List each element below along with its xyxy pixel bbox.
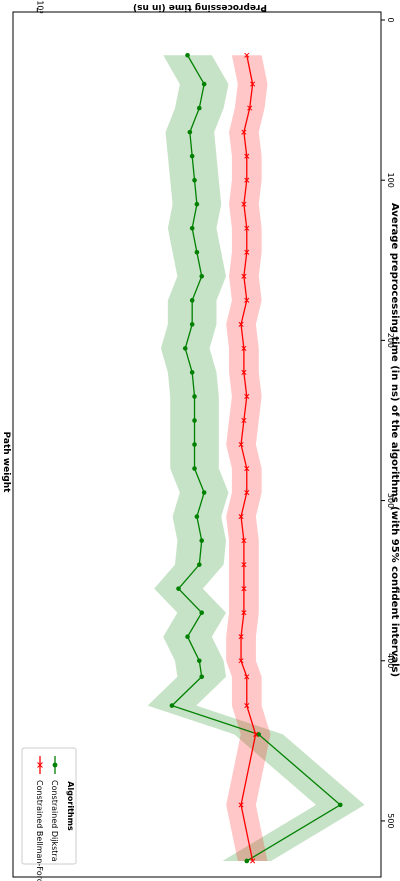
data-point-dijkstra [199, 274, 205, 279]
data-point-dijkstra [201, 81, 207, 87]
data-point-bellman-ford [241, 562, 247, 568]
data-point-bellman-ford [241, 345, 247, 351]
data-point-bellman-ford [244, 225, 250, 231]
data-point-bellman-ford [238, 634, 244, 640]
data-point-dijkstra [199, 538, 205, 543]
data-point-bellman-ford [244, 297, 250, 303]
data-point-bellman-ford [241, 273, 247, 279]
data-point-bellman-ford [250, 81, 256, 87]
data-point-dijkstra [256, 732, 261, 737]
data-point-dijkstra [192, 418, 197, 423]
data-point-bellman-ford [244, 674, 250, 680]
data-point-bellman-ford [244, 52, 250, 58]
data-point-dijkstra [337, 802, 343, 808]
data-point-bellman-ford [244, 177, 250, 183]
data-point-dijkstra [201, 490, 207, 495]
data-point-dijkstra [199, 610, 205, 615]
data-point-dijkstra [189, 370, 195, 375]
data-point-bellman-ford [244, 703, 250, 709]
data-point-dijkstra [196, 562, 202, 567]
data-point-bellman-ford [241, 538, 247, 544]
y-tick-label: 10³ [35, 0, 44, 13]
data-point-dijkstra [189, 322, 195, 327]
data-point-bellman-ford [238, 658, 244, 664]
y-axis-label: Preprocessing time (in ns) [133, 2, 267, 12]
data-point-bellman-ford [238, 321, 244, 327]
data-point-bellman-ford [241, 369, 247, 375]
data-point-bellman-ford [241, 201, 247, 207]
data-point-bellman-ford [238, 514, 244, 520]
data-point-dijkstra [192, 177, 197, 183]
data-point-dijkstra [244, 858, 250, 864]
data-point-dijkstra [187, 129, 193, 135]
data-point-dijkstra [192, 466, 197, 471]
data-point-dijkstra [194, 201, 200, 207]
data-point-bellman-ford [244, 490, 250, 496]
ci-band-dijkstra [147, 55, 365, 861]
legend-label-bellman-ford: Constrained Bellman-Ford [35, 780, 44, 881]
data-point-bellman-ford [241, 129, 247, 135]
data-point-dijkstra [185, 52, 190, 58]
data-point-dijkstra [192, 442, 197, 447]
data-point-bellman-ford [250, 858, 256, 864]
data-point-dijkstra [192, 394, 197, 399]
legend-marker-x [37, 762, 43, 768]
data-point-bellman-ford [241, 417, 247, 424]
data-point-dijkstra [194, 514, 200, 519]
data-point-dijkstra [189, 225, 195, 231]
data-point-bellman-ford [241, 610, 247, 616]
data-point-bellman-ford [253, 731, 259, 737]
data-point-bellman-ford [244, 153, 250, 159]
data-point-bellman-ford [238, 441, 244, 448]
data-point-dijkstra [189, 298, 195, 303]
data-point-dijkstra [182, 346, 188, 351]
x-tick-label: 100 [386, 173, 395, 188]
data-point-dijkstra [169, 703, 175, 708]
x-tick-label: 200 [386, 333, 395, 348]
ci-band-bellman-ford [226, 55, 271, 861]
data-point-bellman-ford [238, 802, 244, 808]
x-tick-label: 0 [386, 17, 395, 22]
data-point-bellman-ford [247, 105, 253, 111]
data-point-bellman-ford [244, 465, 250, 472]
legend-marker-circle [52, 762, 58, 768]
plot-frame [12, 11, 382, 878]
legend-entry-bellman-ford: Constrained Bellman-Ford [35, 756, 44, 881]
data-point-bellman-ford [241, 586, 247, 592]
chart-title: Average preprocessing time (in ns) of th… [389, 203, 400, 677]
legend-label-dijkstra: Constrained Dijkstra [50, 780, 59, 862]
data-point-dijkstra [176, 586, 181, 591]
data-point-dijkstra [189, 153, 195, 159]
data-point-bellman-ford [244, 393, 250, 399]
legend-title: Algorithms [66, 781, 75, 831]
legend-box [21, 747, 77, 865]
legend: Algorithms Constrained Dijkstra Constrai… [21, 747, 77, 881]
x-tick-label: 500 [386, 813, 395, 828]
x-tick-label: 400 [386, 653, 395, 668]
data-point-dijkstra [196, 105, 202, 111]
data-point-dijkstra [196, 658, 202, 664]
x-tick-label: 300 [386, 493, 395, 508]
x-axis-label: Path weight [1, 432, 11, 494]
data-point-dijkstra [194, 249, 200, 255]
data-point-bellman-ford [244, 249, 250, 255]
data-point-dijkstra [185, 634, 190, 640]
data-point-dijkstra [199, 674, 205, 680]
legend-entry-dijkstra: Constrained Dijkstra [50, 756, 59, 862]
